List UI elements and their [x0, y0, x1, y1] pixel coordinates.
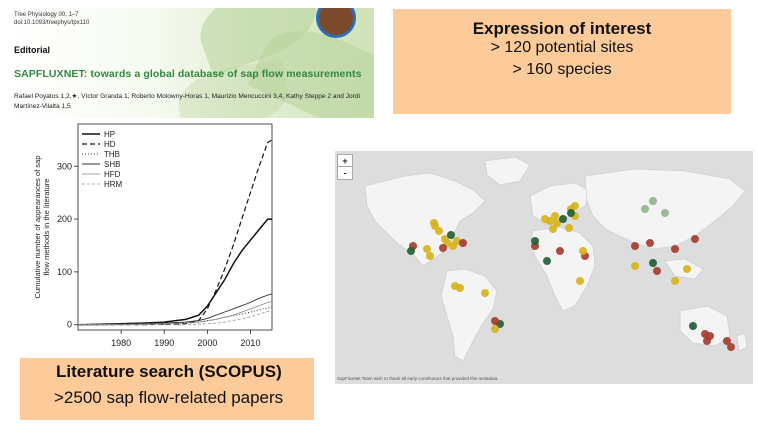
site-marker[interactable] [689, 322, 697, 330]
site-marker[interactable] [531, 237, 539, 245]
site-marker[interactable] [491, 317, 499, 325]
site-marker[interactable] [567, 209, 575, 217]
africa-land [529, 226, 596, 312]
site-marker[interactable] [549, 225, 557, 233]
site-marker[interactable] [653, 267, 661, 275]
site-marker[interactable] [631, 242, 639, 250]
site-marker[interactable] [543, 257, 551, 265]
site-marker[interactable] [649, 197, 657, 205]
site-map[interactable] [335, 151, 753, 384]
legend-label-hrm: HRM [104, 180, 123, 189]
site-marker[interactable] [407, 247, 415, 255]
legend-label-hd: HD [104, 140, 116, 149]
site-marker[interactable] [459, 239, 467, 247]
legend-label-shb: SHB [104, 160, 120, 169]
y-tick-label: 300 [57, 161, 72, 171]
literature-title: Literature search (SCOPUS) [56, 362, 282, 381]
x-tick-label: 1980 [111, 338, 131, 348]
site-marker[interactable] [430, 219, 438, 227]
series-line-hd [78, 139, 273, 326]
x-tick-label: 2000 [197, 338, 217, 348]
site-marker[interactable] [447, 231, 455, 239]
y-tick-label: 0 [67, 320, 72, 330]
site-marker[interactable] [546, 217, 554, 225]
y-tick-label: 100 [57, 267, 72, 277]
journal-doi: doi:10.1093/treephys/tpx110 [14, 20, 90, 26]
site-marker[interactable] [491, 325, 499, 333]
article-title: SAPFLUXNET: towards a global database of… [14, 68, 362, 80]
world-map-svg [364, 156, 748, 362]
site-marker[interactable] [553, 219, 561, 227]
literature-chart: 0 100 200 300 1980 1990 2000 2010 Cumulative num… [33, 123, 273, 348]
series-line-hrm [78, 310, 273, 326]
zoom-out-button[interactable]: - [337, 166, 353, 180]
site-marker[interactable] [423, 245, 431, 253]
site-marker[interactable] [671, 277, 679, 285]
site-marker[interactable] [435, 227, 443, 235]
australia-land [679, 305, 731, 347]
site-marker[interactable] [723, 337, 731, 345]
y-axis-label: Cumulative number of appearances of sapf… [33, 155, 51, 298]
site-marker[interactable] [576, 277, 584, 285]
series-line-hfd [78, 301, 273, 326]
site-marker[interactable] [661, 209, 669, 217]
south-america-land [440, 268, 498, 362]
site-marker[interactable] [551, 212, 559, 220]
y-tick-label: 200 [57, 214, 72, 224]
site-marker[interactable] [727, 343, 735, 351]
plot-frame [77, 123, 273, 331]
site-marker[interactable] [565, 224, 573, 232]
series-line-thb [78, 306, 273, 326]
journal-logo [316, 8, 356, 38]
expression-title: Expression of interest [472, 19, 652, 38]
site-markers [407, 197, 735, 351]
map-credit: SapFluxNet Team wish to thank all early … [337, 376, 499, 381]
legend-label-thb: THB [104, 150, 120, 159]
site-marker[interactable] [426, 252, 434, 260]
x-tick-label: 1990 [154, 338, 174, 348]
site-marker[interactable] [456, 284, 464, 292]
expression-box: Expression of interest > 120 potential s… [393, 9, 731, 114]
article-authors: Rafael Poyatos 1,2,★, Víctor Granda 1, R… [14, 93, 361, 110]
legend-label-hp: HP [104, 130, 115, 139]
expression-sites: > 120 potential sites [490, 39, 634, 56]
site-marker[interactable] [631, 262, 639, 270]
site-marker[interactable] [691, 235, 699, 243]
series-line-hp [77, 218, 272, 326]
site-marker[interactable] [556, 247, 564, 255]
site-marker[interactable] [481, 289, 489, 297]
site-marker[interactable] [439, 244, 447, 252]
new-zealand-land [736, 332, 748, 352]
site-marker[interactable] [646, 239, 654, 247]
site-marker[interactable] [571, 202, 579, 210]
series-line-shb [78, 293, 273, 326]
site-marker[interactable] [649, 259, 657, 267]
article-type: Editorial [14, 45, 51, 55]
journal-citation: Tree Physiology 00, 1–7 [14, 12, 79, 18]
site-marker[interactable] [671, 245, 679, 253]
site-marker[interactable] [706, 332, 714, 340]
site-marker[interactable] [641, 205, 649, 213]
site-marker[interactable] [559, 215, 567, 223]
literature-box: Literature search (SCOPUS) >2500 sap flo… [20, 358, 314, 420]
expression-species: > 160 species [512, 61, 612, 78]
site-marker[interactable] [579, 247, 587, 255]
legend-label-hfd: HFD [104, 170, 121, 179]
x-tick-label: 2010 [240, 338, 260, 348]
editorial-header: Tree Physiology 00, 1–7 doi:10.1093/tree… [8, 8, 374, 118]
europe-land [529, 182, 591, 224]
site-marker[interactable] [683, 265, 691, 273]
greenland-land [484, 156, 531, 186]
literature-count: >2500 sap flow-related papers [54, 388, 284, 407]
